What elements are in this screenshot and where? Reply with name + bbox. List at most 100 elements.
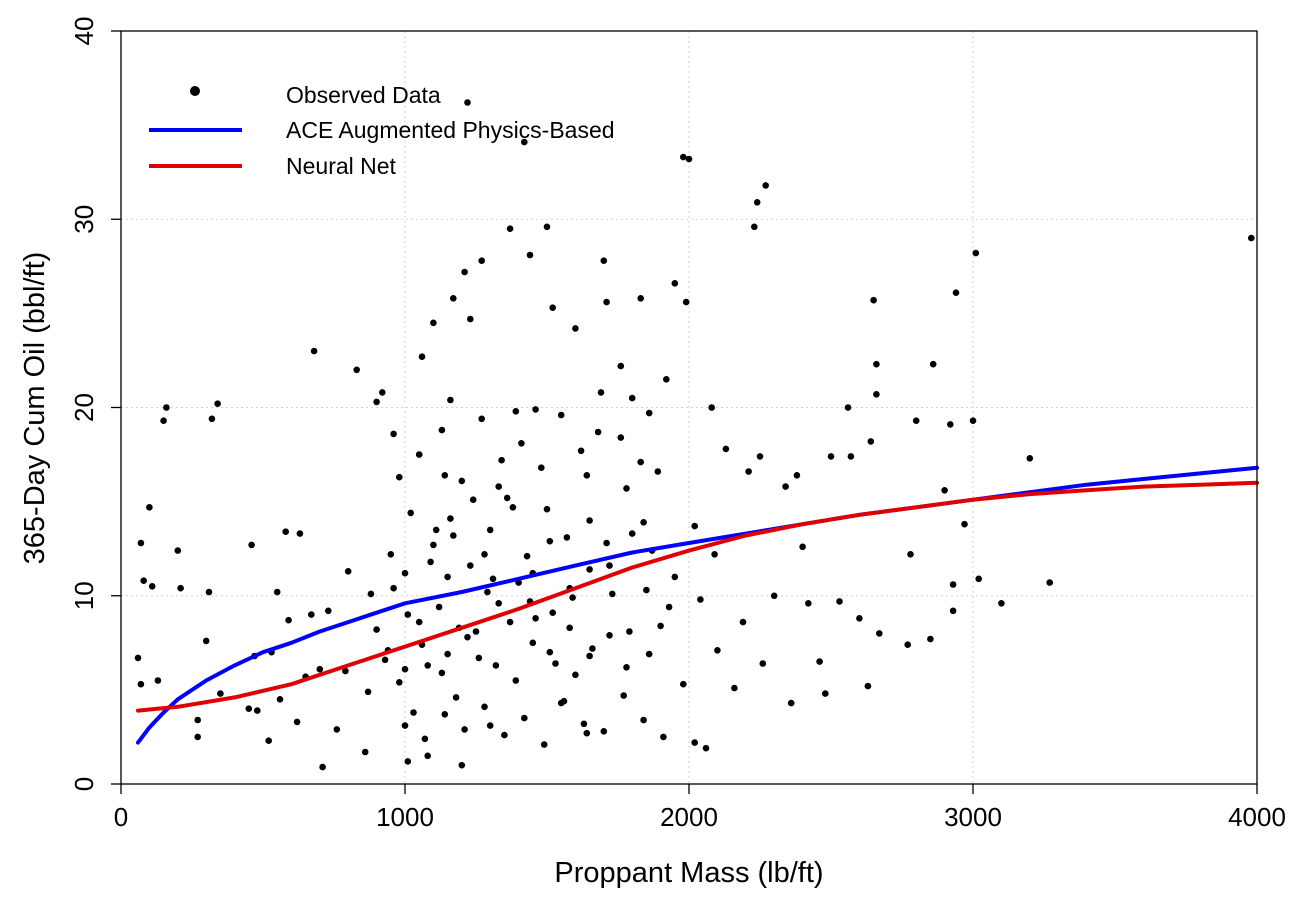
observed-data-point [310, 347, 318, 355]
observed-data-point [645, 409, 653, 417]
observed-data-point [586, 517, 593, 524]
observed-data-point [597, 389, 605, 396]
observed-data-point [628, 530, 636, 537]
axes: 0 1000 2000 3000 4000 0 10 20 30 40 [69, 17, 1286, 832]
observed-data-point [387, 551, 395, 558]
observed-data-point [154, 677, 162, 684]
observed-data-point [563, 534, 571, 541]
observed-data-point [557, 411, 565, 419]
observed-data-point [731, 684, 738, 692]
observed-data-point [603, 539, 610, 547]
x-tick-label: 1000 [376, 802, 434, 832]
observed-data-point [344, 568, 352, 575]
observed-data-point [603, 298, 610, 306]
observed-data-point [836, 598, 843, 605]
observed-data-point [577, 447, 585, 455]
observed-data-point [364, 688, 372, 696]
observed-data-point [947, 421, 954, 428]
observed-data-point [450, 295, 457, 302]
observed-data-point [566, 624, 573, 632]
observed-data-point [506, 225, 514, 232]
grid [121, 31, 1257, 784]
observed-data-point [657, 622, 664, 630]
observed-data-point [927, 635, 934, 643]
observed-data-point [353, 366, 361, 374]
observed-data-point [512, 408, 520, 415]
observed-data-point [333, 726, 341, 733]
observed-data-point [518, 440, 525, 447]
observed-data-point [415, 451, 423, 458]
observed-data-point [873, 360, 880, 368]
observed-data-point [756, 453, 764, 460]
observed-data-point [472, 628, 480, 635]
observed-data-point [949, 581, 957, 588]
observed-data-point [506, 618, 514, 626]
observed-data-point [486, 722, 494, 729]
observed-data-point [174, 547, 182, 554]
y-tick-label: 30 [69, 205, 99, 234]
legend: Observed Data ACE Augmented Physics-Based… [149, 82, 615, 179]
observed-data-point [665, 603, 673, 611]
observed-data-point [464, 99, 471, 106]
legend-observed-marker [190, 86, 200, 96]
observed-data-point [478, 415, 486, 423]
observed-data-point [912, 417, 920, 425]
observed-data-point [532, 406, 539, 413]
observed-data-point [325, 607, 332, 615]
observed-data-point [316, 665, 324, 673]
observed-data-point [975, 575, 982, 583]
observed-data-point [134, 654, 142, 662]
observed-data-point [296, 530, 304, 537]
observed-data-point [594, 428, 602, 436]
observed-data-point [844, 404, 852, 411]
observed-data-point [586, 652, 593, 660]
observed-data-point [540, 741, 548, 748]
observed-data-point [458, 477, 466, 485]
observed-data-point [430, 541, 437, 549]
observed-data-point [762, 182, 769, 189]
observed-data-point [660, 733, 667, 741]
observed-data-point [952, 289, 960, 297]
observed-data-point [342, 667, 349, 675]
observed-data-point [711, 551, 718, 558]
observed-data-point [793, 472, 801, 479]
observed-data-point [949, 607, 957, 615]
observed-data-point [361, 748, 369, 756]
observed-data-point [867, 438, 875, 445]
observed-data-point [663, 376, 670, 383]
y-tick-label: 10 [69, 581, 99, 610]
observed-data-point [390, 584, 397, 592]
observed-data-point [498, 456, 505, 464]
observed-data-point [532, 615, 539, 622]
observed-data-point [589, 645, 596, 652]
observed-data-point [787, 699, 795, 707]
observed-data-point [452, 694, 460, 701]
observed-data-point [998, 600, 1005, 607]
observed-data-point [163, 404, 170, 411]
observed-data-point [645, 650, 653, 658]
observed-data-point [435, 603, 443, 611]
observed-data-point [396, 473, 403, 481]
observed-data-point [671, 573, 679, 581]
observed-data-point [549, 304, 556, 312]
observed-data-point [759, 660, 767, 667]
observed-data-point [140, 577, 147, 584]
observed-data-point [293, 718, 301, 726]
observed-data-point [367, 590, 375, 598]
observed-data-point [864, 682, 872, 690]
observed-data-point [421, 735, 429, 743]
legend-neural-label: Neural Net [286, 153, 397, 179]
observed-data-point [282, 528, 290, 535]
observed-data-point [929, 360, 937, 368]
observed-data-point [160, 417, 167, 425]
observed-data-point [722, 445, 730, 453]
y-tick-label: 0 [69, 777, 99, 791]
observed-data-point [586, 566, 593, 573]
observed-data-point [606, 632, 613, 639]
observed-data-point [643, 586, 650, 594]
observed-data-point [381, 656, 389, 664]
observed-data-point [680, 153, 687, 161]
observed-data-point [379, 389, 386, 396]
observed-data-point [478, 257, 486, 265]
